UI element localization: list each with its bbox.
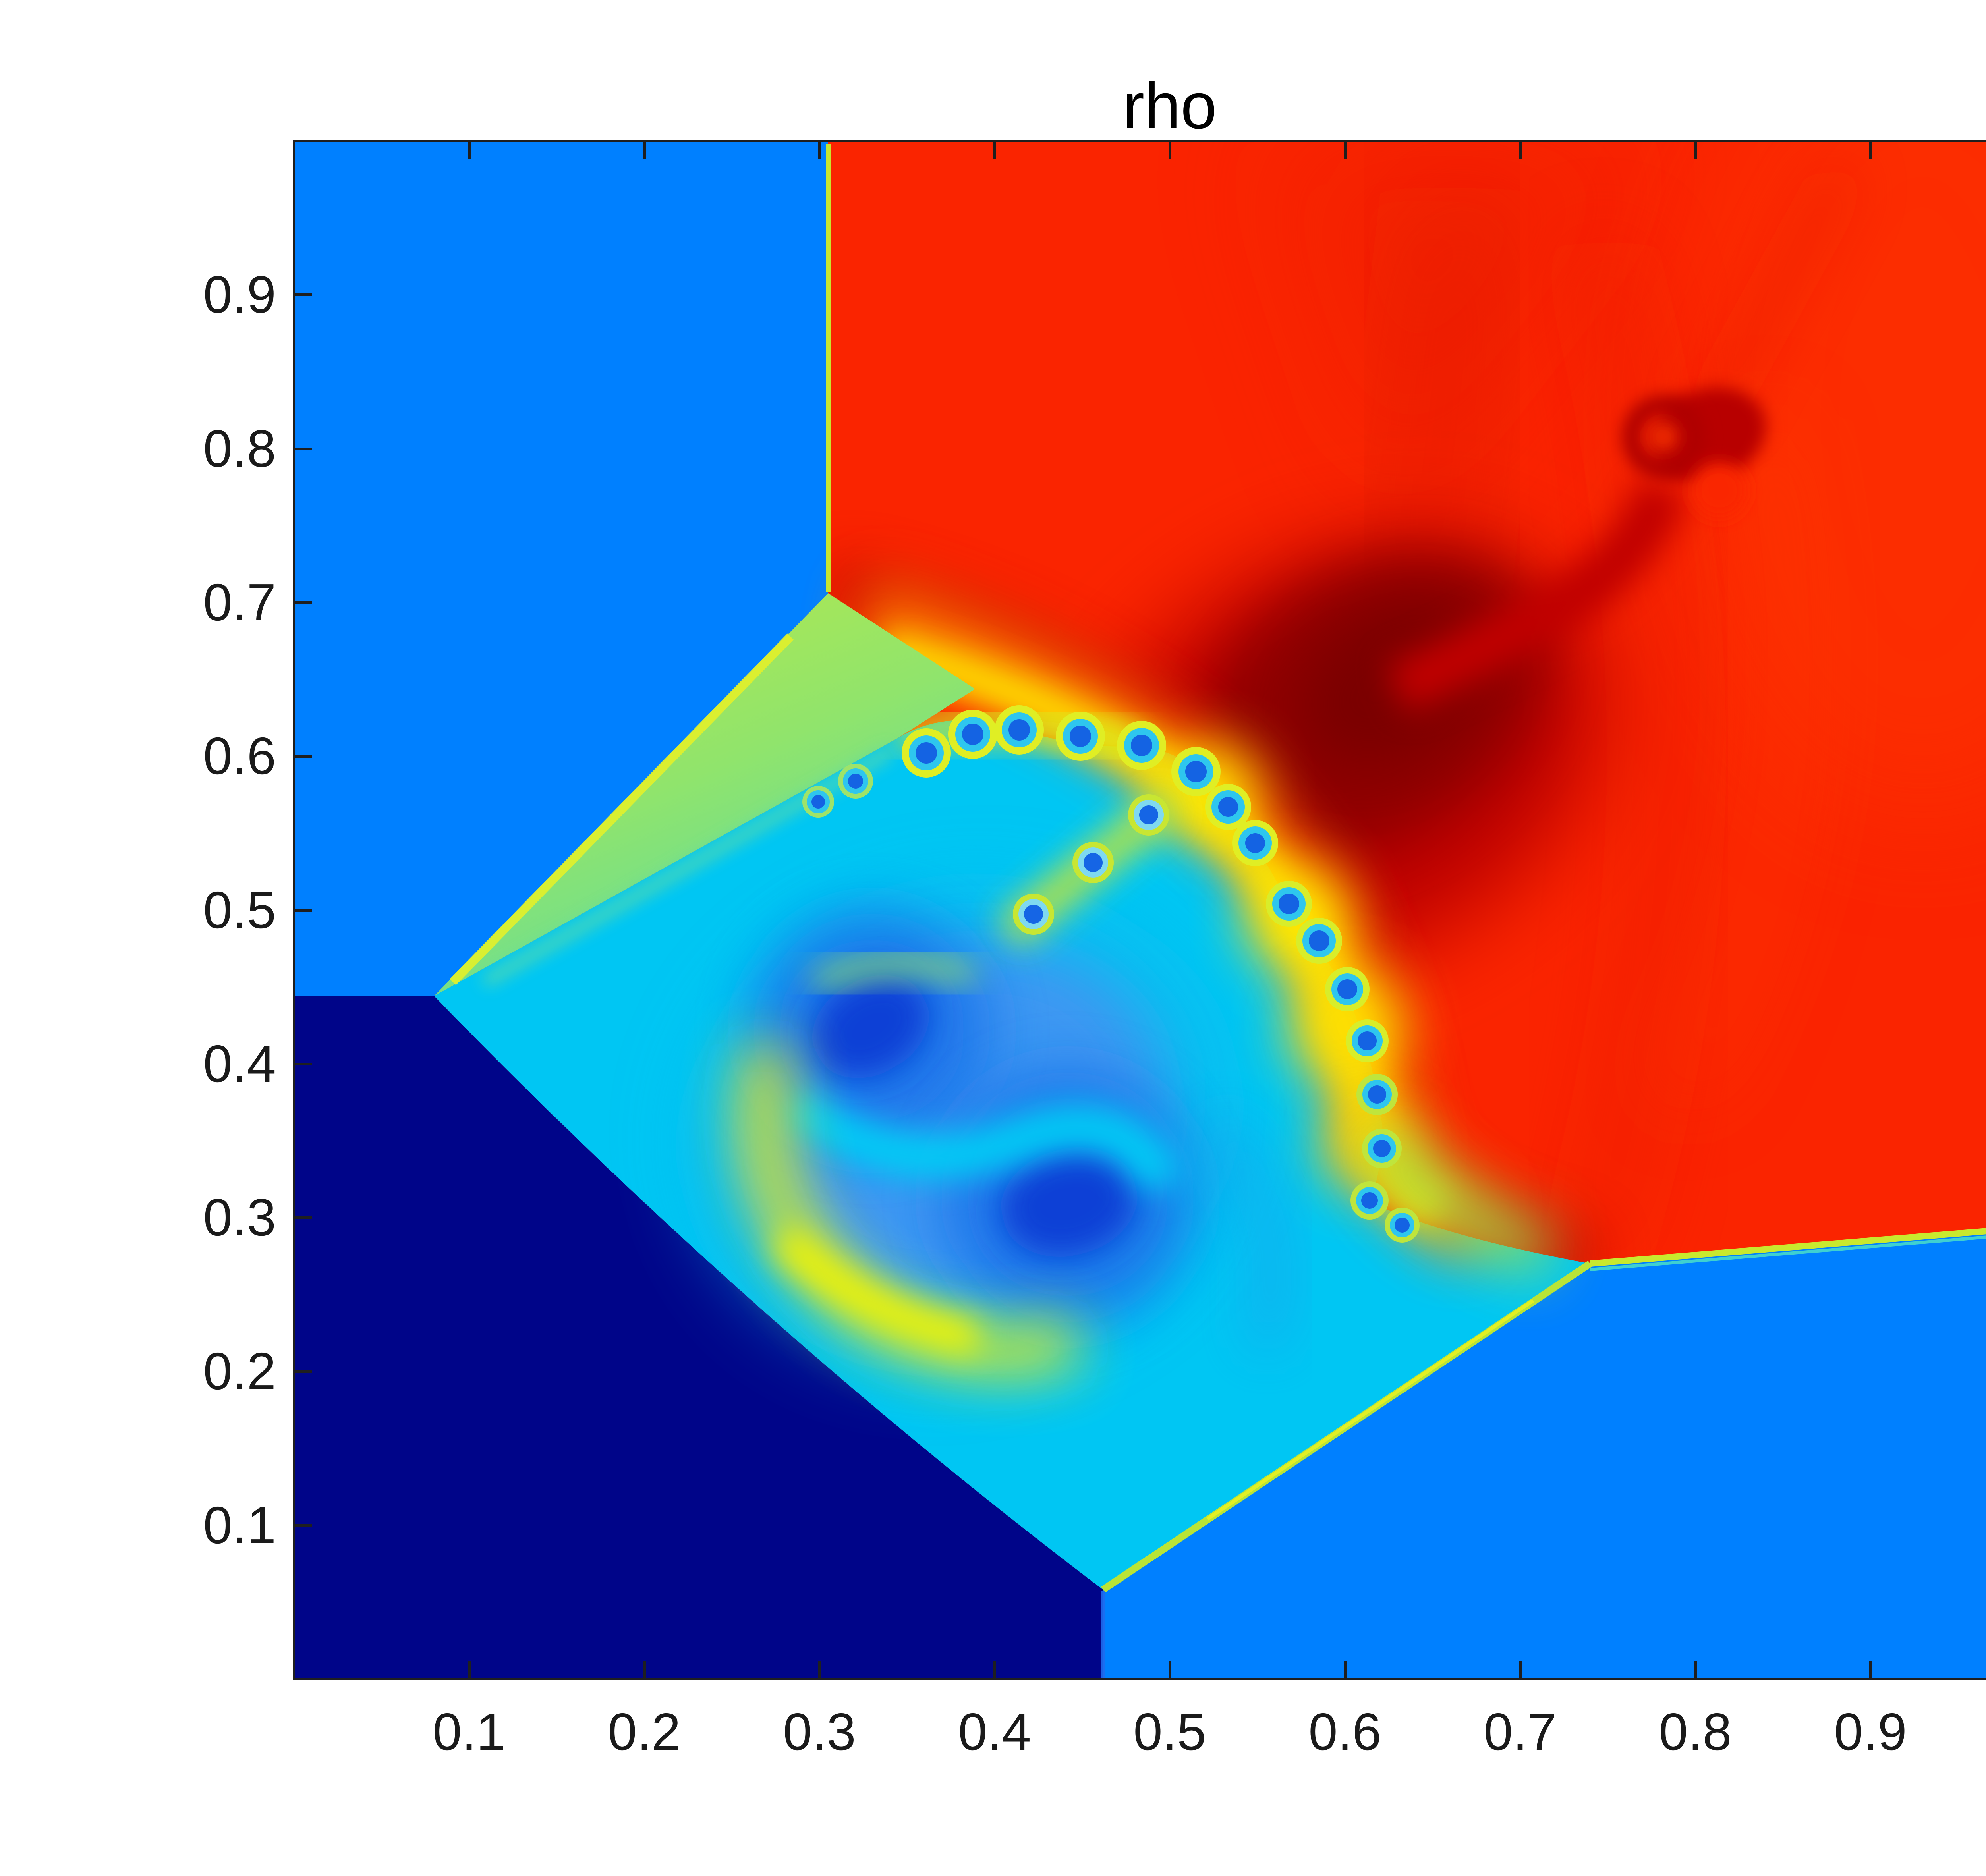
x-tick-label: 0.7 — [1484, 1706, 1557, 1758]
y-tick-label: 0.5 — [133, 884, 276, 936]
plot-frame — [293, 140, 1986, 1680]
y-tick-label: 0.1 — [133, 1499, 276, 1552]
x-tick-label: 0.4 — [958, 1706, 1031, 1758]
y-tick-label: 0.8 — [133, 423, 276, 475]
x-tick-label: 0.2 — [608, 1706, 681, 1758]
x-tick-label: 0.8 — [1659, 1706, 1732, 1758]
y-tick-label: 0.6 — [133, 730, 276, 782]
x-tick-label: 0.9 — [1834, 1706, 1907, 1758]
y-tick-label: 0.9 — [133, 268, 276, 321]
x-tick-label: 0.6 — [1308, 1706, 1381, 1758]
y-tick-label: 0.3 — [133, 1191, 276, 1244]
x-tick-label: 0.3 — [783, 1706, 856, 1758]
plot-title: rho — [294, 73, 1986, 139]
figure-canvas: rho — [0, 0, 1986, 1876]
y-tick-label: 0.4 — [133, 1038, 276, 1090]
x-tick-label: 0.5 — [1133, 1706, 1206, 1758]
y-tick-label: 0.7 — [133, 576, 276, 629]
y-tick-label: 0.2 — [133, 1345, 276, 1397]
x-tick-label: 0.1 — [433, 1706, 506, 1758]
